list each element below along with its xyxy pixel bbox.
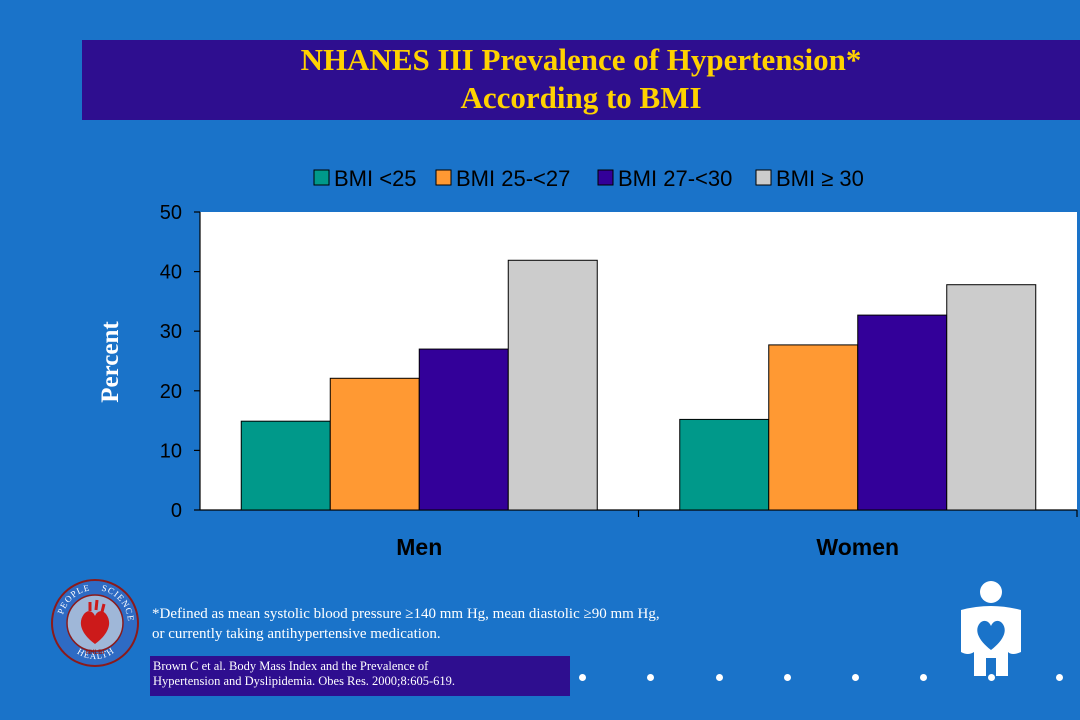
citation-line-2: Hypertension and Dyslipidemia. Obes Res.… [153, 674, 456, 688]
bar-chart: BMI <25 BMI 25-<27 BMI 27-<30 BMI ≥ 30 0 10 2… [97, 166, 1078, 560]
legend-label: BMI ≥ 30 [776, 166, 864, 191]
data-label: 22.1 [355, 347, 394, 369]
footnote-line-1: *Defined as mean systolic blood pressure… [152, 606, 660, 622]
bar [329, 377, 420, 511]
decorative-dot [579, 674, 586, 681]
decorative-dot [1056, 674, 1063, 681]
seal-text-nhlbi: NHLBI [86, 650, 105, 656]
person-heart-icon [961, 581, 1021, 676]
decorative-dot [647, 674, 654, 681]
legend-swatch [435, 169, 452, 186]
bar [240, 420, 331, 511]
legend-swatch [597, 169, 614, 186]
decorative-dot [988, 674, 995, 681]
legend: BMI <25 BMI 25-<27 BMI 27-<30 BMI ≥ 30 [313, 166, 864, 191]
bar [857, 314, 948, 511]
y-tick-label: 50 [160, 202, 182, 224]
data-label: 27.7 [794, 314, 833, 336]
decorative-dot [716, 674, 723, 681]
legend-swatch [755, 169, 772, 186]
decorative-dot [852, 674, 859, 681]
data-label: 27 [453, 318, 475, 340]
bar [418, 348, 509, 511]
y-tick-label: 10 [160, 440, 182, 462]
seal-text-health: HEALTH [76, 645, 116, 661]
y-tick-label: 0 [171, 500, 182, 522]
data-label: 14.9 [266, 390, 305, 412]
x-tick-label: Women [816, 534, 899, 560]
svg-text:HEALTH: HEALTH [76, 645, 117, 661]
x-tick-label: Men [396, 534, 442, 560]
chart-title-line-2: According to BMI [460, 80, 702, 115]
title-bar: NHANES III Prevalence of Hypertension* A… [82, 40, 1080, 120]
y-axis-label: Percent [97, 321, 124, 403]
y-tick-label: 30 [160, 321, 182, 343]
legend-label: BMI 25-<27 [456, 166, 570, 191]
citation-line-1: Brown C et al. Body Mass Index and the P… [153, 659, 429, 673]
bar [679, 418, 770, 511]
decorative-dot [784, 674, 791, 681]
legend-swatch [313, 169, 330, 186]
legend-label: BMI 27-<30 [618, 166, 732, 191]
footnote: *Defined as mean systolic blood pressure… [152, 604, 832, 644]
data-label: 37.8 [972, 254, 1011, 276]
legend-label: BMI <25 [334, 166, 417, 191]
heart-seal-icon: PEOPLE SCIENCE HEALTH NHLBI [51, 579, 139, 667]
data-label: 32.7 [883, 284, 922, 306]
data-label: 15.2 [705, 388, 744, 410]
data-labels: 14.9 22.1 27 41.9 15.2 27.7 32.7 37.8 [266, 229, 1010, 412]
citation-box: Brown C et al. Body Mass Index and the P… [150, 656, 570, 696]
bars [240, 259, 1037, 511]
bar [768, 344, 859, 511]
footnote-line-2: or currently taking antihypertensive med… [152, 626, 441, 642]
bar [507, 259, 598, 511]
decorative-dot [920, 674, 927, 681]
y-tick-label: 20 [160, 381, 182, 403]
y-tick-label: 40 [160, 262, 182, 284]
bar [946, 284, 1037, 511]
chart-title-line-1: NHANES III Prevalence of Hypertension* [300, 42, 862, 77]
data-label: 41.9 [533, 229, 572, 251]
